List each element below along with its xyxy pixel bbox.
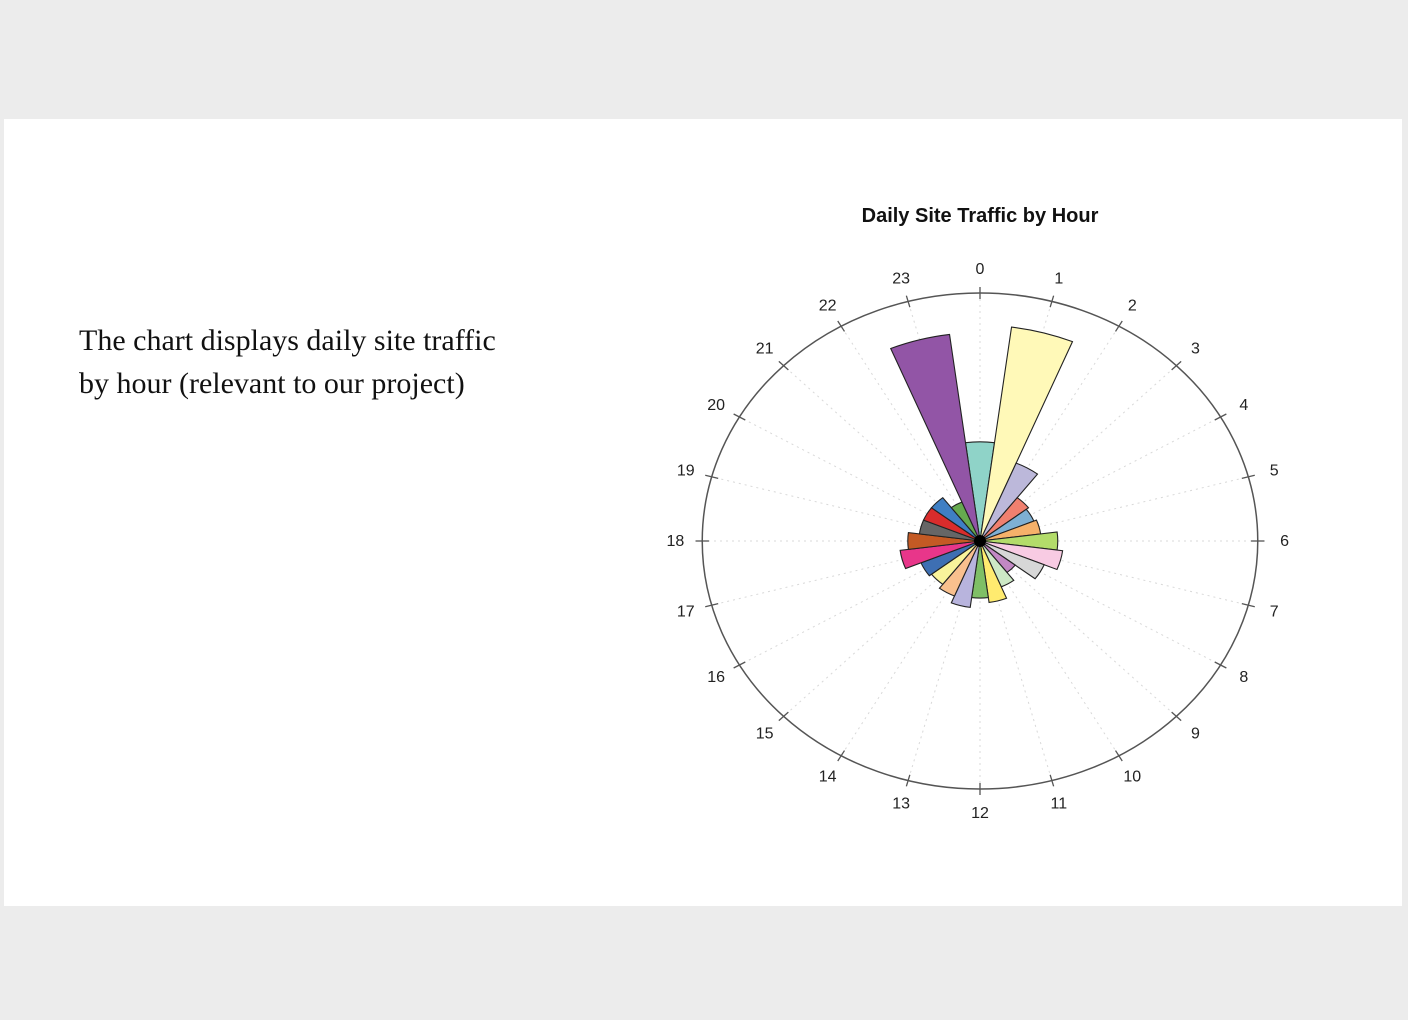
tick-label-hour-23: 23 [892,270,910,287]
bar-hour-18 [907,531,981,551]
tick-label-hour-17: 17 [677,603,695,620]
tick-label-hour-9: 9 [1191,725,1200,742]
tick-mark [1214,413,1227,421]
tick-mark [1214,661,1227,669]
bar-hour-21 [930,496,981,542]
tick-mark [1114,750,1123,762]
bar-hour-2 [979,462,1039,542]
tick-label-hour-5: 5 [1270,463,1279,480]
tick-mark [905,295,911,308]
tick-mark [705,603,719,608]
tick-label-hour-21: 21 [756,341,774,358]
bar-hour-11 [979,540,1008,604]
tick-mark [733,661,746,669]
tick-label-hour-8: 8 [1239,669,1248,686]
tick-mark [1049,774,1055,787]
bar-hour-8 [979,540,1045,580]
tick-mark [1241,603,1255,608]
grid-line [711,476,981,542]
tick-label-hour-6: 6 [1280,533,1289,550]
chart-title: Daily Site Traffic by Hour [862,205,1099,227]
tick-label-hour-0: 0 [976,261,985,278]
slide: The chart displays daily site traffic by… [4,119,1402,906]
tick-label-hour-11: 11 [1051,796,1068,813]
tick-mark [778,360,789,371]
tick-mark [733,413,746,421]
tick-label-hour-1: 1 [1054,270,1063,287]
tick-mark [1241,474,1255,479]
bar-hour-23 [889,333,981,542]
tick-mark [778,711,789,722]
tick-mark [705,474,719,479]
tick-mark [905,774,911,787]
bar-hour-14 [938,540,981,597]
bars-layer [889,326,1074,608]
grid-line [979,476,1249,542]
bar-hour-3 [979,496,1030,542]
bar-hour-1 [979,326,1074,542]
tick-label-hour-16: 16 [707,669,725,686]
tick-label-hour-7: 7 [1270,603,1279,620]
polar-bar-chart: Daily Site Traffic by Hour 0123456789101… [666,205,1289,822]
tick-label-hour-22: 22 [819,297,837,314]
tick-mark [837,750,846,762]
slide-caption: The chart displays daily site traffic by… [79,324,496,400]
grid-line [979,540,1249,606]
tick-mark [1049,295,1055,308]
grid-line [979,540,1177,717]
tick-mark [1171,711,1182,722]
tick-label-hour-12: 12 [971,805,989,822]
tick-label-hour-3: 3 [1191,341,1200,358]
center-dot [974,535,986,547]
tick-label-hour-2: 2 [1128,297,1137,314]
tick-mark [1114,320,1123,332]
bar-hour-17 [899,540,981,570]
tick-mark [1171,360,1182,371]
tick-label-hour-10: 10 [1123,769,1141,786]
tick-label-hour-4: 4 [1239,397,1248,414]
tick-label-hour-18: 18 [666,533,684,550]
tick-label-hour-14: 14 [819,769,837,786]
tick-label-hour-19: 19 [677,463,695,480]
grid-line [711,540,981,606]
tick-mark [837,320,846,332]
tick-label-hour-15: 15 [756,725,774,742]
tick-label-hour-13: 13 [892,796,910,813]
tick-label-hour-20: 20 [707,397,725,414]
